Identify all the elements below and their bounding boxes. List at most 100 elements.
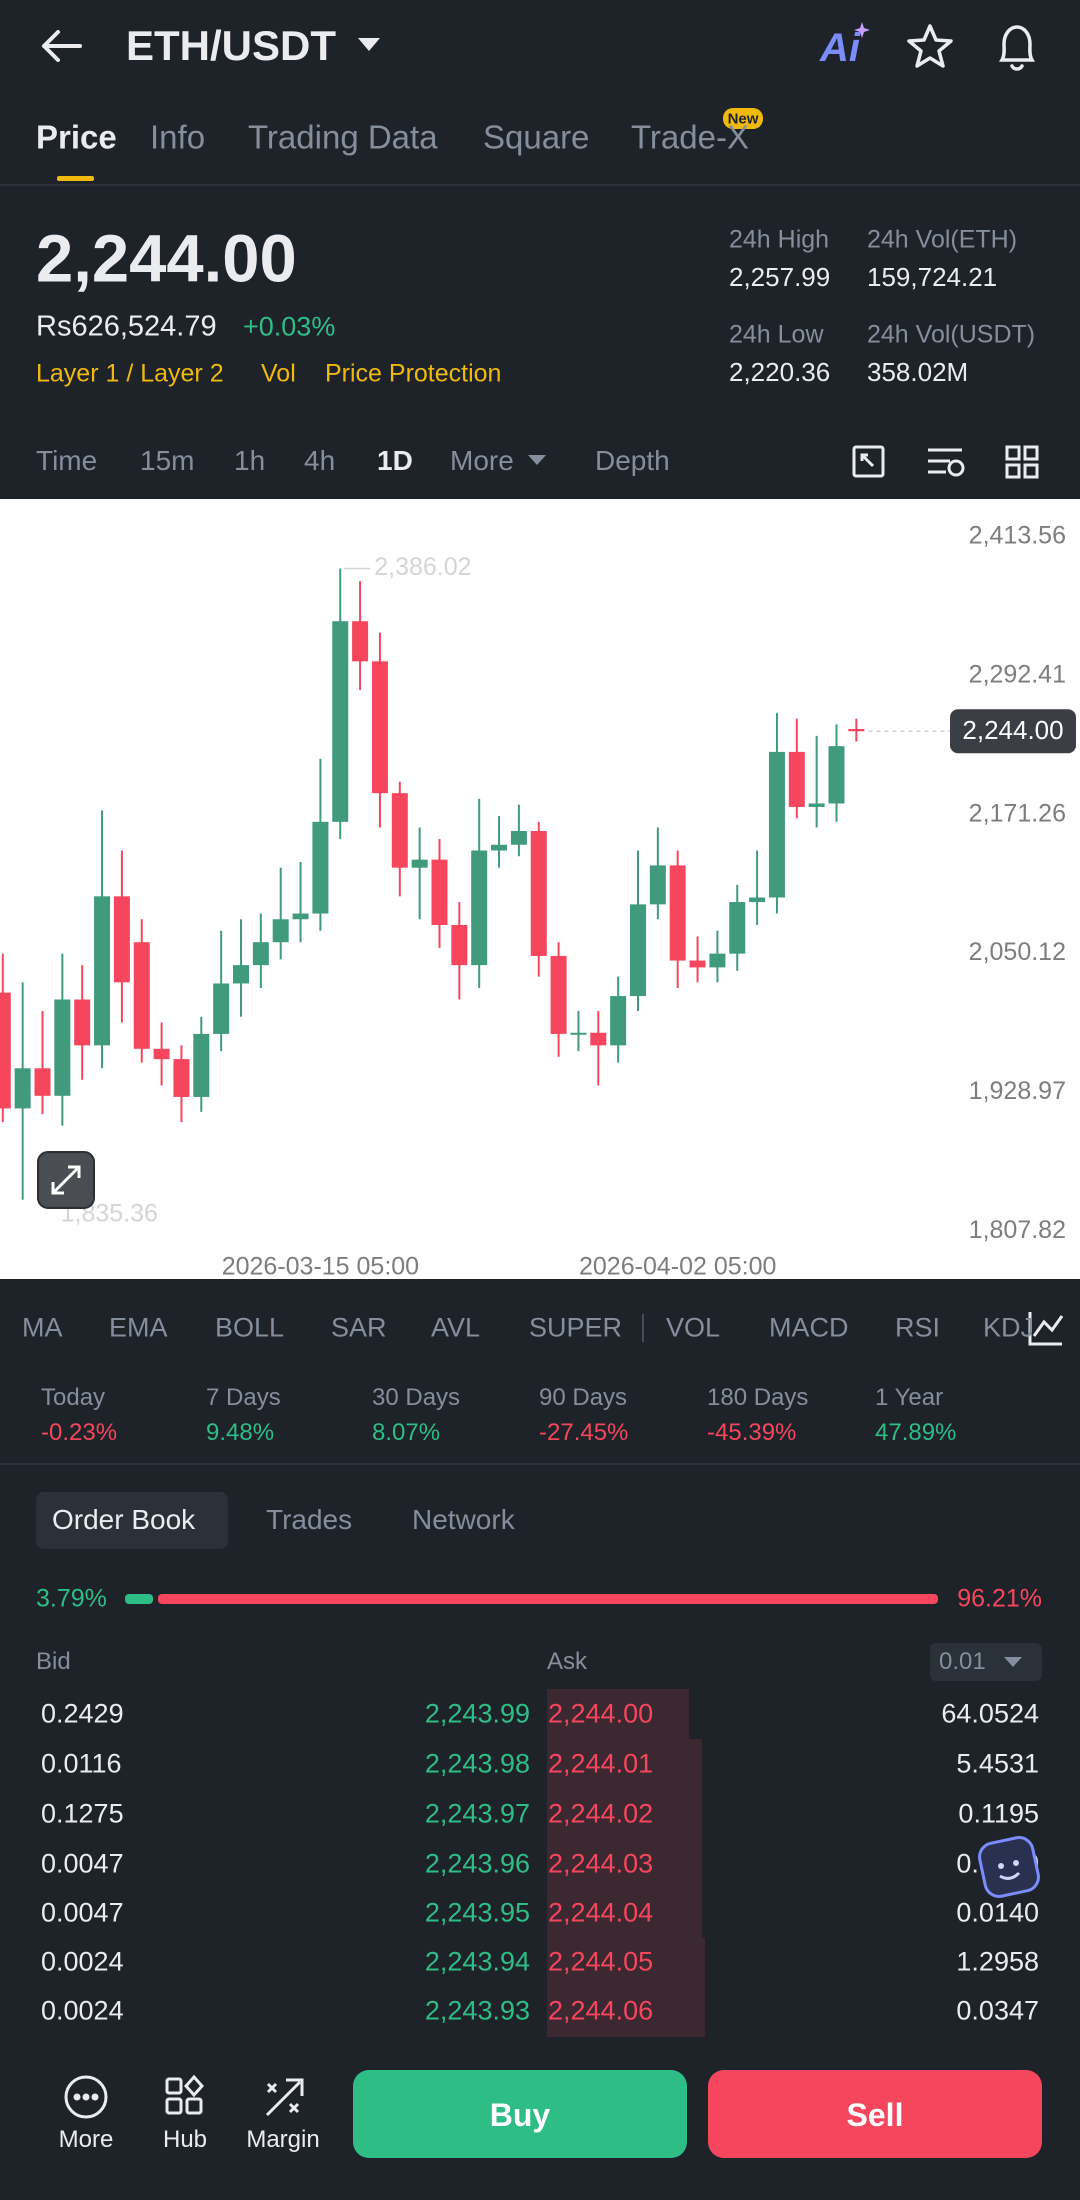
symbol-dropdown <box>358 38 380 51</box>
x-tick-label: 2026-03-15 05:00 <box>222 1253 419 1279</box>
timeframe[interactable]: More <box>450 445 514 476</box>
x-tick-label: 2026-04-02 05:00 <box>579 1253 776 1279</box>
tag[interactable]: Price Protection <box>325 359 502 388</box>
fab-smile <box>999 1871 1021 1880</box>
candle-body <box>54 999 71 1096</box>
tab[interactable]: Price <box>36 118 117 156</box>
indicator[interactable]: SUPER <box>529 1312 623 1343</box>
indicator-chart-icon <box>1028 1312 1064 1346</box>
buy-label[interactable]: Buy <box>489 2097 551 2133</box>
indicator[interactable]: MA <box>22 1312 63 1343</box>
tab[interactable]: Square <box>483 118 590 156</box>
candle-body <box>451 924 468 966</box>
candle-body <box>570 1032 587 1035</box>
y-tick-label: 1,807.82 <box>969 1216 1066 1244</box>
candle-body <box>312 821 329 914</box>
candle-body <box>193 1033 210 1097</box>
precision-dropdown <box>1004 1657 1022 1667</box>
candle-body <box>749 897 766 903</box>
candle-body <box>252 942 269 966</box>
stat-label: 24h Vol(USDT) <box>867 320 1036 349</box>
bottom-action[interactable]: Hub <box>162 2126 208 2153</box>
sell-label[interactable]: Sell <box>846 2097 904 2133</box>
ai-button[interactable]: Ai <box>820 26 860 70</box>
y-tick-label: 2,171.26 <box>969 799 1066 827</box>
candle-body <box>788 751 805 807</box>
candle-body <box>233 965 249 984</box>
expand-arrows <box>51 1165 81 1195</box>
last-price: 2,244.00 <box>36 221 297 297</box>
tab[interactable]: Trade-X <box>631 118 749 156</box>
bid-price: 2,243.95 <box>424 1897 530 1928</box>
candle-body <box>14 1068 31 1109</box>
ask-qty: 0.0140 <box>956 1897 1039 1928</box>
indicator[interactable]: SAR <box>331 1312 387 1343</box>
candle-body <box>391 793 408 868</box>
bid-qty: 0.0024 <box>41 1995 124 2026</box>
indicator[interactable]: KDJ <box>983 1312 1035 1343</box>
stat-label: 24h High <box>729 225 830 254</box>
timeframe[interactable]: 15m <box>140 445 195 476</box>
indicator[interactable]: AVL <box>431 1312 481 1343</box>
bid-header: Bid <box>36 1648 71 1675</box>
assistant-fab[interactable] <box>968 1826 1048 1906</box>
candle-body <box>610 996 627 1046</box>
candle-body <box>34 1068 51 1096</box>
y-tick-label: 2,292.41 <box>969 660 1066 688</box>
bid-qty: 0.0047 <box>41 1848 124 1879</box>
indicator[interactable]: MACD <box>769 1312 849 1343</box>
candle-body <box>133 942 150 1049</box>
ask-price: 2,244.03 <box>548 1848 654 1879</box>
indicator[interactable]: VOL <box>666 1312 721 1343</box>
period-label: 1 Year <box>875 1384 944 1411</box>
ask-qty: 0.1195 <box>958 1798 1039 1829</box>
orderbook-tab[interactable]: Trades <box>266 1504 353 1535</box>
y-tick-label: 2,413.56 <box>969 521 1066 549</box>
period-label: 90 Days <box>539 1384 628 1411</box>
candle-body <box>153 1048 170 1060</box>
candle-body <box>292 913 309 920</box>
candle-body <box>471 850 488 966</box>
candle-body <box>768 751 785 898</box>
orderbook-tab[interactable]: Network <box>412 1504 515 1535</box>
tab[interactable]: Info <box>150 118 206 156</box>
timeframe[interactable]: 4h <box>304 445 336 476</box>
tab[interactable]: Trading Data <box>248 118 438 156</box>
last-price-box <box>950 709 1076 754</box>
back-arrow <box>42 30 82 62</box>
bid-qty: 0.0116 <box>41 1748 122 1779</box>
bottom-action[interactable]: Margin <box>246 2126 320 2153</box>
candle-body <box>808 803 825 807</box>
timeframe[interactable]: 1h <box>234 445 266 476</box>
ask-qty: 0.0347 <box>956 1995 1039 2026</box>
orderbook-tab[interactable]: Order Book <box>52 1504 196 1535</box>
tag[interactable]: Vol <box>261 359 296 388</box>
candle-body <box>669 865 686 961</box>
bottom-action[interactable]: More <box>58 2126 114 2153</box>
bid-qty: 0.0047 <box>41 1897 124 1928</box>
bell-icon <box>998 25 1036 71</box>
indicator[interactable]: EMA <box>109 1312 168 1343</box>
timeframe[interactable]: Time <box>36 445 98 476</box>
precision[interactable]: 0.01 <box>939 1648 986 1675</box>
timeframe[interactable]: Depth <box>595 445 670 476</box>
period-label: 7 Days <box>206 1384 281 1411</box>
tag[interactable]: Layer 1 / Layer 2 <box>36 359 224 388</box>
indicator[interactable]: BOLL <box>215 1312 285 1343</box>
bid-qty: 0.0024 <box>41 1946 124 1977</box>
expand-button[interactable] <box>37 1151 95 1209</box>
indicator[interactable]: RSI <box>895 1312 941 1343</box>
symbol[interactable]: ETH/USDT <box>126 22 336 69</box>
last-price-label: 2,244.00 <box>962 715 1063 745</box>
high-marker-label: 2,386.02 <box>374 553 471 581</box>
period-change: -0.23% <box>41 1419 118 1446</box>
tab-underline <box>57 176 94 181</box>
stat-value: 2,257.99 <box>729 262 831 292</box>
candle-body <box>113 896 130 983</box>
candle-body <box>510 830 527 845</box>
timeframe[interactable]: 1D <box>377 445 413 476</box>
candle-body <box>848 728 865 732</box>
candle-body <box>828 746 845 804</box>
more-dropdown <box>528 455 546 465</box>
